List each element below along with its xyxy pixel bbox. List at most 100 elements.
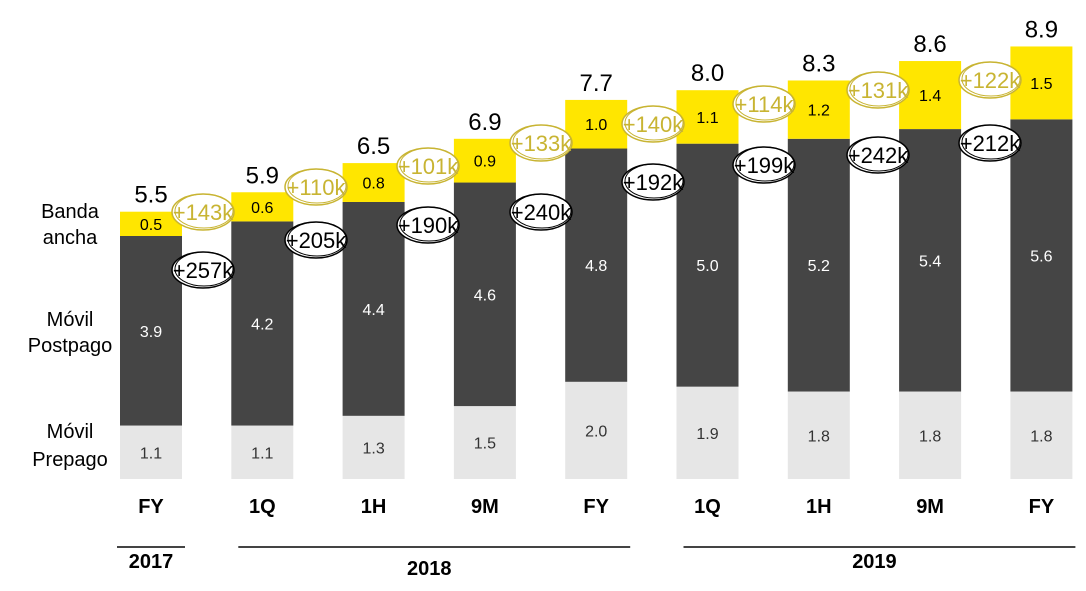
postpago-net-add: +199k [734, 153, 796, 178]
series-label: Prepago [32, 449, 108, 471]
bar-value-label: 3.9 [140, 324, 162, 341]
bar-value-label: 2.0 [585, 423, 607, 440]
bar-total-label: 8.9 [1025, 16, 1058, 43]
postpago-net-add: +212k [960, 131, 1022, 156]
postpago-net-add-ellipse-stroke [624, 163, 684, 199]
bar-value-label: 1.5 [1030, 76, 1052, 93]
bar-value-label: 0.8 [362, 176, 384, 193]
bar-segment [453, 406, 516, 479]
banda-ancha-net-add: +101k [398, 154, 460, 179]
series-label: ancha [43, 227, 98, 249]
bar-total-label: 6.5 [357, 133, 390, 160]
bar-segment [787, 138, 850, 392]
bar-segment [231, 221, 294, 426]
postpago-net-add-ellipse-stroke [849, 136, 909, 172]
banda-ancha-net-add-ellipse-stroke [174, 193, 234, 229]
bar-total-label: 8.6 [913, 31, 946, 58]
series-label: Postpago [28, 335, 113, 357]
bar-value-label: 1.4 [919, 88, 941, 105]
postpago-net-add: +205k [286, 228, 348, 253]
banda-ancha-net-add-ellipse-stroke [512, 124, 572, 160]
postpago-net-add-ellipse-stroke [961, 124, 1021, 160]
banda-ancha-net-add-ellipse-stroke [287, 168, 347, 204]
bar-value-label: 4.6 [474, 287, 496, 304]
bar-segment [342, 201, 405, 416]
bar-value-label: 1.0 [585, 117, 607, 134]
bar-value-label: 4.8 [585, 258, 607, 275]
bar-value-label: 1.1 [251, 445, 273, 462]
banda-ancha-net-add-ellipse-stroke [961, 61, 1021, 97]
bar-value-label: 5.4 [919, 253, 941, 270]
year-label: 2019 [852, 551, 897, 573]
postpago-net-add: +192k [623, 170, 685, 195]
bar-segment [787, 80, 850, 139]
bar-segment [342, 415, 405, 479]
bar-total-label: 8.3 [802, 50, 835, 77]
bar-value-label: 5.0 [696, 258, 718, 275]
bar-value-label: 1.9 [696, 426, 718, 443]
bar-value-label: 1.2 [808, 103, 830, 120]
banda-ancha-net-add: +110k [287, 175, 347, 200]
postpago-net-add-ellipse-stroke [512, 193, 572, 229]
series-label: Móvil [47, 309, 94, 331]
postpago-net-add-ellipse-stroke [174, 251, 234, 287]
banda-ancha-net-add: +114k [735, 92, 795, 117]
postpago-net-add: +242k [848, 143, 910, 168]
bar-value-label: 1.5 [474, 436, 496, 453]
category-label: FY [583, 496, 609, 518]
category-label: FY [1029, 496, 1055, 518]
bar-value-label: 1.3 [362, 440, 384, 457]
series-label: Banda [41, 201, 100, 223]
postpago-net-add: +257k [173, 258, 235, 283]
bar-total-label: 5.9 [246, 162, 279, 189]
bar-segment [1010, 391, 1073, 479]
bar-segment [231, 192, 294, 222]
bar-value-label: 0.9 [474, 154, 496, 171]
category-label: 1H [806, 496, 832, 518]
banda-ancha-net-add-ellipse-stroke [399, 147, 459, 183]
banda-ancha-net-add-ellipse-stroke [735, 85, 795, 121]
bar-value-label: 1.1 [140, 445, 162, 462]
bar-value-label: 1.8 [808, 428, 830, 445]
category-label: FY [138, 496, 164, 518]
category-label: 9M [471, 496, 499, 518]
banda-ancha-net-add: +133k [511, 131, 573, 156]
bar-value-label: 1.8 [1030, 428, 1052, 445]
bar-segment [120, 425, 182, 479]
bar-segment [565, 148, 628, 382]
bar-segment [342, 163, 405, 202]
bar-value-label: 5.2 [808, 258, 830, 275]
postpago-net-add: +240k [511, 200, 573, 225]
bar-segment [453, 182, 516, 407]
bar-total-label: 7.7 [580, 70, 613, 97]
year-label: 2018 [407, 558, 452, 580]
series-label: Móvil [47, 421, 94, 443]
bar-segment [676, 90, 739, 144]
bar-total-label: 6.9 [468, 109, 501, 136]
bar-total-label: 5.5 [134, 182, 167, 209]
bar-value-label: 4.4 [362, 302, 384, 319]
postpago-net-add: +190k [398, 213, 460, 238]
bar-segment [899, 129, 962, 392]
bar-value-label: 0.5 [140, 217, 162, 234]
bar-segment [120, 211, 182, 236]
bar-segment [565, 381, 628, 479]
year-label: 2017 [129, 551, 174, 573]
bar-segment [231, 425, 294, 479]
bar-value-label: 1.8 [919, 428, 941, 445]
bar-value-label: 5.6 [1030, 248, 1052, 265]
bar-segment [676, 143, 739, 387]
postpago-net-add-ellipse-stroke [399, 206, 459, 242]
bar-value-label: 4.2 [251, 316, 273, 333]
banda-ancha-net-add-ellipse-stroke [849, 71, 909, 107]
bar-total-label: 8.0 [691, 60, 724, 87]
category-label: 1Q [249, 496, 276, 518]
bar-segment [899, 391, 962, 479]
bar-value-label: 0.6 [251, 200, 273, 217]
postpago-net-add-ellipse-stroke [735, 146, 795, 182]
banda-ancha-net-add: +131k [848, 78, 910, 103]
bar-segment [676, 386, 739, 479]
banda-ancha-net-add: +122k [960, 68, 1022, 93]
category-label: 1H [361, 496, 387, 518]
bar-segment [1010, 119, 1073, 392]
